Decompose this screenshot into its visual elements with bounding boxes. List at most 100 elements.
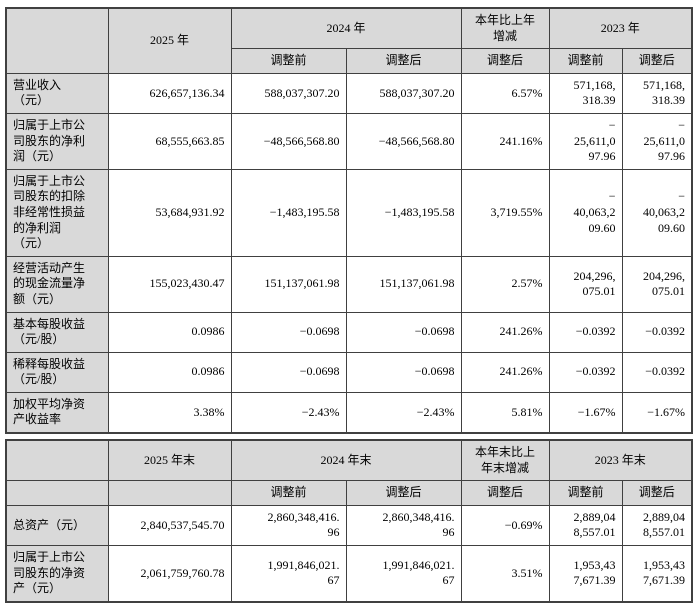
- row-label-cell: 经营活动产生 的现金流量净 额（元）: [5, 255, 109, 313]
- table-row: 总资产（元） 2,840,537,545.70 2,860,348,416. 96 2…: [5, 504, 693, 547]
- value-cell: −2.43%: [345, 391, 462, 434]
- row-label-cell: 归属于上市公 司股东的净资 产（元）: [5, 545, 109, 603]
- value-cell: 626,657,136.34: [107, 72, 232, 114]
- value-cell: −2.43%: [230, 391, 347, 434]
- year-end-summary-table: 2025 年末 2024 年末 本年末比上 年末增减 2023 年末 调整前 调整后 调整后…: [5, 439, 694, 603]
- value-cell: 68,555,663.85: [107, 112, 232, 170]
- year-end-summary-body: 总资产（元） 2,840,537,545.70 2,860,348,416. 96 2…: [5, 504, 693, 603]
- header-cell: 2025 年末: [107, 439, 232, 482]
- value-cell: −0.69%: [460, 504, 550, 547]
- value-cell: 2,889,04 8,557.01: [621, 504, 693, 547]
- value-cell: − 40,063,2 09.60: [621, 168, 693, 257]
- row-label-cell: 营业收入 （元）: [5, 72, 109, 114]
- value-cell: − 25,611,0 97.96: [548, 112, 623, 170]
- value-cell: 2,889,04 8,557.01: [548, 504, 623, 547]
- value-cell: 3.38%: [107, 391, 232, 434]
- value-cell: −0.0698: [345, 351, 462, 393]
- header-subcell: 调整前: [548, 480, 623, 506]
- value-cell: −0.0698: [230, 311, 347, 353]
- value-cell: −0.0698: [230, 351, 347, 393]
- value-cell: 2,061,759,760.78: [107, 545, 232, 603]
- header-cell: 2025 年: [107, 7, 232, 74]
- year-end-summary-header: 2025 年末 2024 年末 本年末比上 年末增减 2023 年末 调整前 调整后 调整后…: [5, 439, 693, 506]
- value-cell: −0.0392: [548, 311, 623, 353]
- table-row: 加权平均净资 产收益率 3.38% −2.43% −2.43% 5.81% −1.67% −…: [5, 391, 693, 434]
- annual-summary-body: 营业收入 （元） 626,657,136.34 588,037,307.20 588,…: [5, 72, 693, 434]
- value-cell: −1,483,195.58: [345, 168, 462, 257]
- row-label-cell: 总资产（元）: [5, 504, 109, 547]
- value-cell: − 40,063,2 09.60: [548, 168, 623, 257]
- value-cell: 1,953,43 7,671.39: [621, 545, 693, 603]
- table-row: 营业收入 （元） 626,657,136.34 588,037,307.20 588,…: [5, 72, 693, 114]
- value-cell: −0.0392: [548, 351, 623, 393]
- value-cell: 2,840,537,545.70: [107, 504, 232, 547]
- value-cell: 0.0986: [107, 311, 232, 353]
- row-label-cell: 基本每股收益 （元/股）: [5, 311, 109, 353]
- value-cell: 3,719.55%: [460, 168, 550, 257]
- value-cell: 241.26%: [460, 311, 550, 353]
- value-cell: 1,953,43 7,671.39: [548, 545, 623, 603]
- value-cell: −48,566,568.80: [230, 112, 347, 170]
- annual-summary-header: 2025 年 2024 年本年比上年 增减 2023 年调整前 调整后 调整后 调整前 调整…: [5, 7, 693, 74]
- value-cell: − 25,611,0 97.96: [621, 112, 693, 170]
- value-cell: 1,991,846,021. 67: [230, 545, 347, 603]
- value-cell: 204,296, 075.01: [548, 255, 623, 313]
- header-subcell: 调整后: [621, 480, 693, 506]
- annual-summary-table: 2025 年 2024 年本年比上年 增减 2023 年调整前 调整后 调整后 调整前 调整…: [5, 7, 694, 435]
- table-row: 归属于上市公 司股东的扣除 非经常性损益 的净利润 （元） 53,684,931.…: [5, 168, 693, 257]
- row-label-cell: 归属于上市公 司股东的扣除 非经常性损益 的净利润 （元）: [5, 168, 109, 257]
- value-cell: 588,037,307.20: [345, 72, 462, 114]
- header-cell: 本年比上年 增减: [460, 7, 550, 50]
- table-row: 经营活动产生 的现金流量净 额（元） 155,023,430.47 151,137,…: [5, 255, 693, 313]
- header-subcell: 调整后: [460, 48, 550, 74]
- value-cell: −1,483,195.58: [230, 168, 347, 257]
- table-row: 基本每股收益 （元/股） 0.0986 −0.0698 −0.0698 241.26% −…: [5, 311, 693, 353]
- value-cell: −0.0392: [621, 351, 693, 393]
- value-cell: −48,566,568.80: [345, 112, 462, 170]
- header-subcell: 调整后: [621, 48, 693, 74]
- header-blank-cell: [5, 480, 109, 506]
- header-cell: 本年末比上 年末增减: [460, 439, 550, 482]
- row-label-cell: 归属于上市公 司股东的净利 润（元）: [5, 112, 109, 170]
- value-cell: 1,991,846,021. 67: [345, 545, 462, 603]
- table-row: 稀释每股收益 （元/股） 0.0986 −0.0698 −0.0698 241.26% −…: [5, 351, 693, 393]
- header-subcell: 调整前: [230, 48, 347, 74]
- value-cell: 241.16%: [460, 112, 550, 170]
- header-subcell: 调整前: [548, 48, 623, 74]
- value-cell: 588,037,307.20: [230, 72, 347, 114]
- value-cell: 241.26%: [460, 351, 550, 393]
- header-cell: 2023 年末: [548, 439, 693, 482]
- value-cell: 155,023,430.47: [107, 255, 232, 313]
- value-cell: −1.67%: [621, 391, 693, 434]
- value-cell: 571,168, 318.39: [621, 72, 693, 114]
- header-subcell: 调整后: [345, 480, 462, 506]
- header-cell: 2024 年末: [230, 439, 462, 482]
- table-row: 归属于上市公 司股东的净资 产（元） 2,061,759,760.78 1,991,…: [5, 545, 693, 603]
- value-cell: 6.57%: [460, 72, 550, 114]
- header-subcell: 调整前: [230, 480, 347, 506]
- header-subcell: 调整后: [460, 480, 550, 506]
- value-cell: 5.81%: [460, 391, 550, 434]
- value-cell: 2.57%: [460, 255, 550, 313]
- value-cell: 3.51%: [460, 545, 550, 603]
- value-cell: 151,137,061.98: [230, 255, 347, 313]
- header-blank-cell: [5, 7, 109, 74]
- value-cell: 571,168, 318.39: [548, 72, 623, 114]
- header-subcell: 调整后: [345, 48, 462, 74]
- header-cell: 2024 年: [230, 7, 462, 50]
- value-cell: −0.0698: [345, 311, 462, 353]
- value-cell: 204,296, 075.01: [621, 255, 693, 313]
- value-cell: 2,860,348,416. 96: [345, 504, 462, 547]
- value-cell: 151,137,061.98: [345, 255, 462, 313]
- value-cell: 2,860,348,416. 96: [230, 504, 347, 547]
- row-label-cell: 稀释每股收益 （元/股）: [5, 351, 109, 393]
- value-cell: −1.67%: [548, 391, 623, 434]
- header-blank-cell: [5, 439, 109, 482]
- table-row: 归属于上市公 司股东的净利 润（元） 68,555,663.85 −48,566,5…: [5, 112, 693, 170]
- value-cell: 0.0986: [107, 351, 232, 393]
- header-cell: 2023 年: [548, 7, 693, 50]
- value-cell: 53,684,931.92: [107, 168, 232, 257]
- row-label-cell: 加权平均净资 产收益率: [5, 391, 109, 434]
- value-cell: −0.0392: [621, 311, 693, 353]
